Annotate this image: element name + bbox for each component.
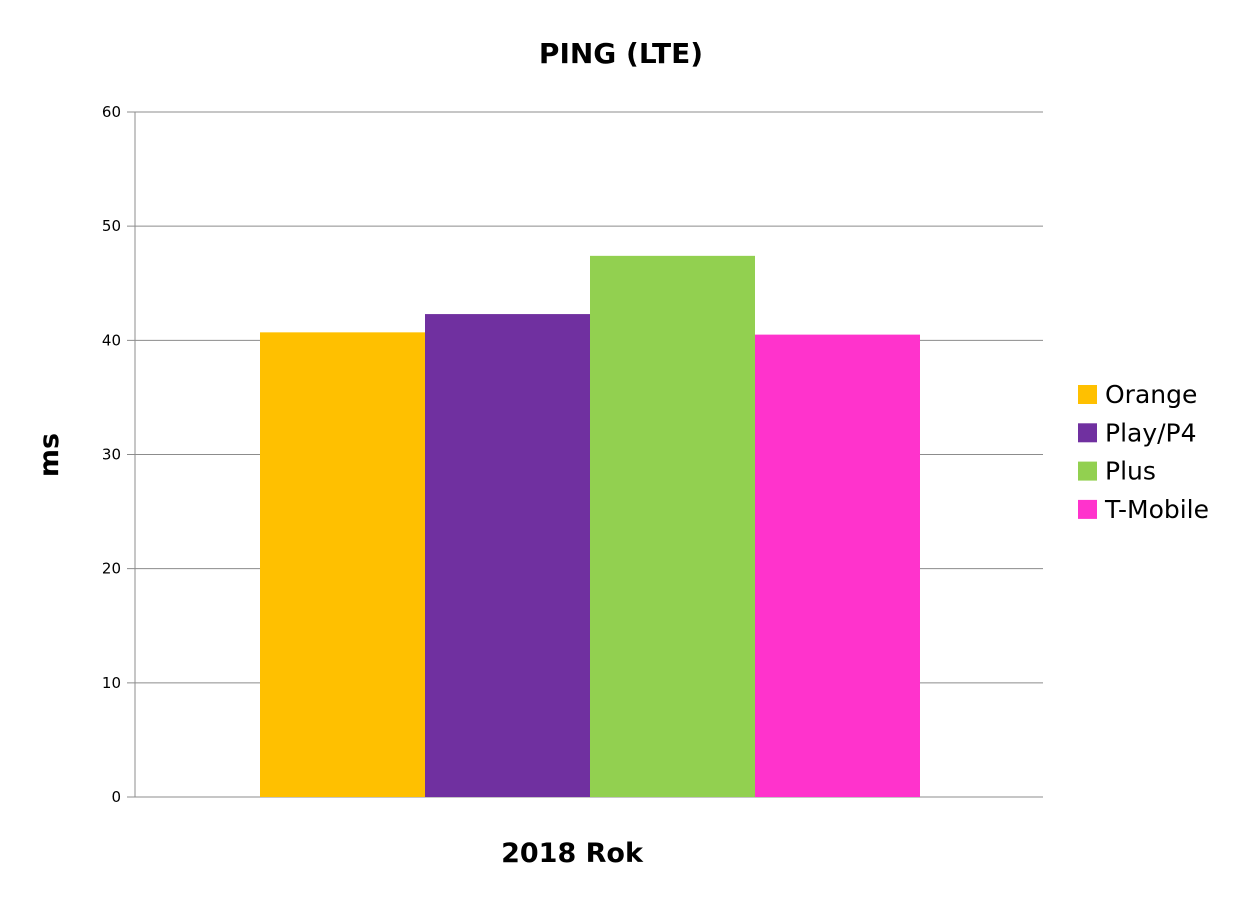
legend-label: T-Mobile — [1104, 495, 1209, 524]
y-tick-label: 20 — [102, 560, 121, 578]
y-tick-label: 60 — [102, 103, 121, 121]
x-axis-title: 2018 Rok — [501, 838, 644, 869]
y-tick-label: 10 — [102, 674, 121, 692]
legend: Orange Play/P4 Plus T-Mobile — [1078, 380, 1209, 524]
bar — [755, 334, 920, 797]
legend-swatch — [1078, 423, 1097, 443]
bar — [260, 332, 425, 797]
legend-label: Orange — [1105, 380, 1197, 409]
y-tick-label: 30 — [102, 446, 121, 464]
legend-label: Plus — [1105, 457, 1156, 486]
legend-label: Play/P4 — [1105, 418, 1197, 447]
bar — [590, 255, 755, 798]
y-tick-labels: 0 10 20 30 40 50 60 — [102, 103, 121, 806]
bars — [260, 255, 920, 798]
chart-title: PING (LTE) — [539, 37, 703, 70]
legend-swatch — [1078, 461, 1097, 481]
y-tick-label: 40 — [102, 331, 121, 349]
legend-swatch — [1078, 385, 1097, 404]
y-tick-label: 50 — [102, 217, 121, 235]
legend-swatch — [1078, 499, 1097, 519]
y-axis-title: ms — [34, 433, 65, 477]
y-tick-label: 0 — [111, 788, 121, 806]
bar — [425, 314, 590, 797]
